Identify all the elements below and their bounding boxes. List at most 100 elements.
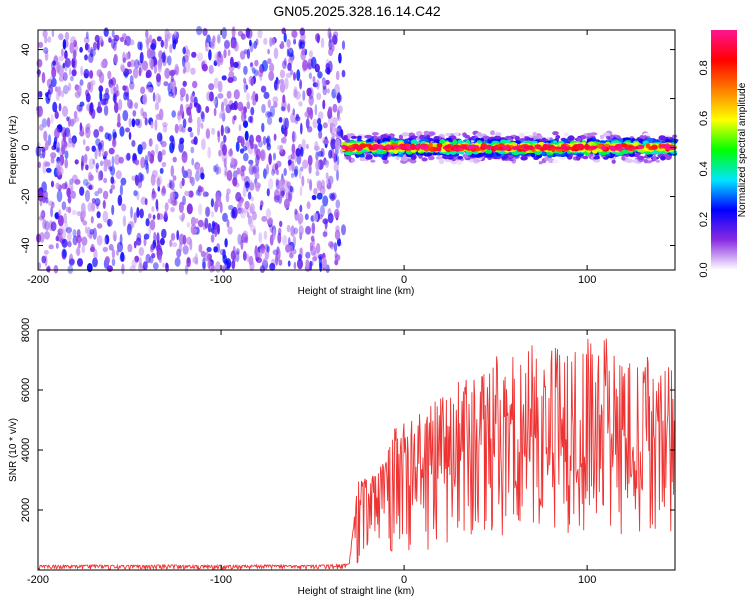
heatmap-noise-cell [186,236,192,246]
heatmap-noise-cell [249,206,254,214]
heatmap-noise-cell [55,235,59,242]
heatmap-noise-cell [67,82,72,92]
heatmap-noise-cell [307,155,313,166]
heatmap-noise-cell [48,200,54,207]
heatmap-noise-cell [108,38,112,43]
heatmap-band-cell [664,138,671,143]
heatmap-noise-cell [265,208,271,219]
heatmap-noise-cell [327,175,334,185]
heatmap-noise-cell [314,104,318,116]
heatmap-noise-cell [161,161,167,168]
heatmap-noise-cell [277,79,281,85]
heatmap-noise-cell [102,190,109,200]
heatmap-noise-cell [237,233,242,245]
spectrogram-y-ticks: -40 -20 0 20 40 [20,43,675,253]
heatmap-noise-cell [221,112,226,122]
heatmap-noise-cell [152,262,159,270]
heatmap-noise-cell [288,244,294,254]
heatmap-noise-cell [40,212,43,219]
heatmap-noise-cell [115,83,119,94]
heatmap-band-cell [498,146,504,151]
heatmap-band-cell [461,144,468,150]
heatmap-noise-cell [72,58,76,66]
heatmap-noise-cell [317,111,324,120]
heatmap-noise-cell [250,77,254,87]
heatmap-noise-cell [289,251,294,259]
heatmap-noise-cell [137,144,143,155]
heatmap-band-cell [660,155,666,161]
heatmap-noise-cell [280,106,286,112]
heatmap-noise-cell [190,67,196,75]
heatmap-noise-cell [126,223,132,236]
heatmap-noise-cell [274,163,279,171]
heatmap-band-cell [459,151,464,155]
heatmap-noise-cell [224,40,230,50]
heatmap-noise-cell [74,159,79,165]
heatmap-noise-cell [163,81,169,87]
heatmap-noise-cell [336,92,341,104]
heatmap-band-cell [475,152,484,158]
heatmap-noise-cell [156,132,163,142]
heatmap-noise-cell [265,111,272,118]
heatmap-noise-cell [62,62,66,69]
heatmap-noise-cell [197,186,204,193]
heatmap-noise-cell [186,106,192,116]
heatmap-noise-cell [257,29,263,39]
heatmap-noise-cell [178,242,183,253]
heatmap-band-cell [403,138,409,145]
heatmap-noise-cell [97,187,103,194]
heatmap-band-cell [550,145,555,149]
heatmap-noise-cell [117,194,123,206]
heatmap-noise-cell [164,38,169,50]
heatmap-noise-cell [300,122,303,135]
heatmap-noise-cell [221,265,225,273]
heatmap-noise-cell [282,60,287,69]
heatmap-noise-cell [38,124,44,131]
heatmap-noise-cell [150,150,155,158]
heatmap-noise-cell [162,121,168,128]
heatmap-noise-cell [223,98,228,107]
heatmap-noise-cell [259,204,263,211]
heatmap-noise-cell [232,177,238,187]
heatmap-noise-cell [106,265,113,272]
heatmap-noise-cell [161,228,167,239]
heatmap-noise-cell [244,200,250,210]
heatmap-noise-cell [66,116,69,122]
heatmap-noise-cell [333,36,338,45]
heatmap-noise-cell [143,233,150,240]
heatmap-band-cell [538,161,543,165]
heatmap-noise-cell [228,204,234,211]
heatmap-noise-cell [68,258,75,266]
heatmap-noise-cell [310,235,315,242]
heatmap-noise-cell [48,244,54,250]
heatmap-band-cell [494,132,502,137]
heatmap-noise-cell [86,263,93,273]
heatmap-noise-cell [230,157,235,166]
heatmap-noise-cell [161,185,166,194]
heatmap-noise-cell [280,190,285,197]
heatmap-band-cell [586,132,593,137]
heatmap-noise-cell [79,186,85,196]
heatmap-noise-cell [267,116,273,125]
heatmap-noise-cell [210,234,215,243]
heatmap-noise-cell [107,218,111,227]
spectrogram-y-tick-label: -40 [20,238,32,254]
heatmap-noise-cell [292,108,296,116]
heatmap-noise-cell [82,220,88,226]
heatmap-noise-cell [223,49,227,59]
heatmap-noise-cell [104,256,110,265]
heatmap-band-cell [520,155,528,161]
heatmap-noise-cell [228,65,235,72]
heatmap-noise-cell [305,143,309,150]
heatmap-noise-cell [70,36,77,45]
heatmap-noise-cell [327,212,334,224]
heatmap-noise-cell [147,151,151,161]
heatmap-noise-cell [269,262,276,271]
heatmap-noise-cell [309,241,314,251]
heatmap-noise-cell [76,246,80,257]
heatmap-band-cell [504,146,510,151]
heatmap-noise-cell [283,180,290,192]
heatmap-noise-cell [253,164,260,175]
heatmap-noise-cell [134,118,141,126]
heatmap-noise-cell [213,246,218,253]
